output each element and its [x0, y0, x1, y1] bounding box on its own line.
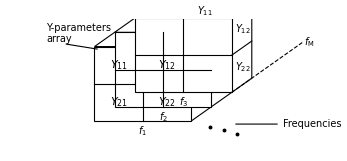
Text: $f_2$: $f_2$ [159, 110, 168, 124]
Polygon shape [94, 32, 211, 47]
Polygon shape [135, 18, 232, 92]
Polygon shape [115, 32, 211, 107]
Polygon shape [115, 18, 232, 32]
Polygon shape [94, 47, 191, 121]
Polygon shape [232, 4, 252, 92]
Text: $f_\mathrm{M}$: $f_\mathrm{M}$ [304, 36, 314, 49]
Polygon shape [135, 4, 252, 18]
Text: $Y_{12}$: $Y_{12}$ [235, 23, 251, 36]
Text: $Y_{11}$: $Y_{11}$ [197, 4, 213, 18]
Polygon shape [211, 18, 232, 107]
Text: $f_1$: $f_1$ [138, 124, 147, 138]
Text: $Y_{22}$: $Y_{22}$ [235, 60, 251, 74]
Text: $Y_{11}$: $Y_{11}$ [110, 58, 128, 72]
Text: Frequencies: Frequencies [283, 119, 341, 129]
Text: $Y_{22}$: $Y_{22}$ [158, 95, 176, 109]
Text: $Y_{12}$: $Y_{12}$ [158, 58, 176, 72]
Text: $Y_{21}$: $Y_{21}$ [110, 95, 128, 109]
Text: array: array [46, 34, 72, 44]
Text: $f_3$: $f_3$ [179, 96, 188, 109]
Polygon shape [191, 32, 211, 121]
Text: Y-parameters: Y-parameters [46, 23, 111, 33]
